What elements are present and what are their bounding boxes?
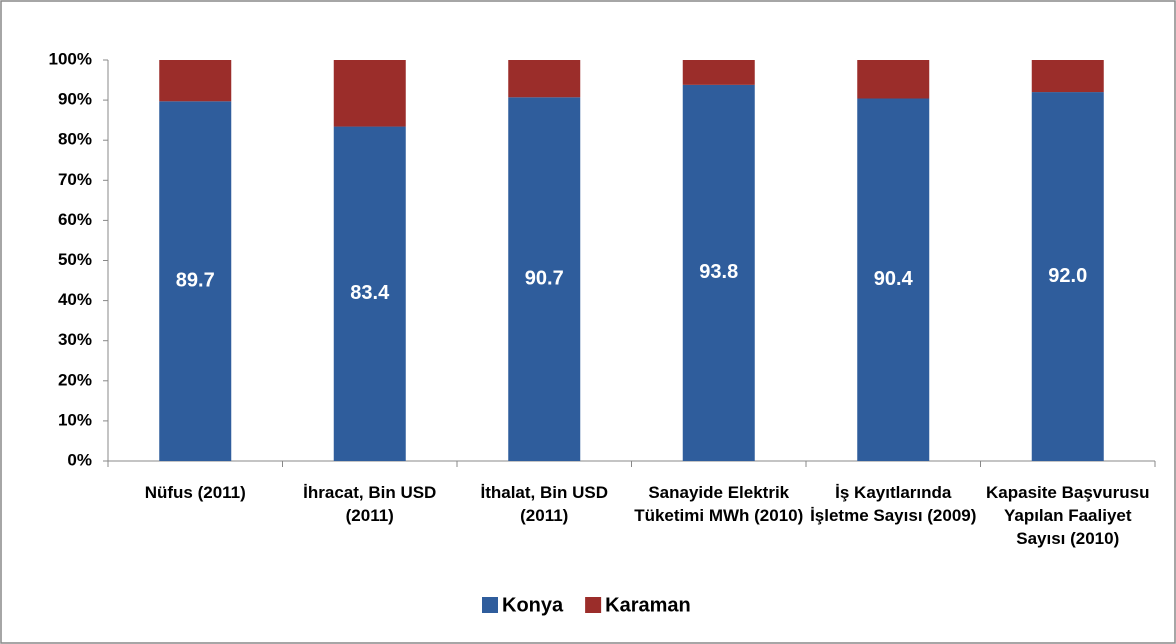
bar-segment [508, 60, 581, 98]
x-tick-label: İhracat, Bin USD (2011) [303, 483, 437, 525]
bar-segment [159, 101, 232, 461]
y-tick-label: 10% [58, 410, 92, 429]
x-tick-label: Nüfus (2011) [144, 483, 246, 502]
data-label: 93.8 [699, 261, 738, 283]
y-tick-label: 50% [58, 250, 92, 269]
y-tick-label: 60% [58, 210, 92, 229]
bar-segment [333, 60, 406, 127]
legend-swatch [585, 597, 602, 613]
bar-segment [682, 60, 755, 85]
y-tick-label: 30% [58, 330, 92, 349]
data-label: 89.7 [176, 269, 215, 291]
y-tick-label: 80% [58, 130, 92, 149]
x-tick-label: İthalat, Bin USD (2011) [480, 483, 608, 525]
x-tick-label: Kapasite Başvurusu Yapılan Faaliyet Sayı… [986, 483, 1150, 548]
bar-segment [682, 84, 755, 461]
x-tick-label: İş Kayıtlarında İşletme Sayısı (2009) [810, 483, 977, 525]
data-label: 92.0 [1048, 265, 1087, 287]
y-tick-label: 90% [58, 90, 92, 109]
x-tick-label: Sanayide Elektrik Tüketimi MWh (2010) [634, 483, 804, 525]
data-label: 83.4 [350, 282, 390, 304]
bar-segment [1031, 60, 1104, 93]
legend-label: Karaman [605, 594, 691, 616]
y-tick-label: 0% [67, 450, 92, 469]
bar-segment [333, 126, 406, 461]
bar-segment [1031, 92, 1104, 461]
bar-segment [159, 60, 232, 102]
bar-segment [508, 97, 581, 461]
y-tick-label: 20% [58, 370, 92, 389]
legend-swatch [482, 597, 498, 613]
legend-label: Konya [502, 594, 564, 616]
bar-segment [857, 98, 930, 461]
y-tick-label: 70% [58, 170, 92, 189]
data-label: 90.7 [525, 267, 564, 289]
bar-segment [857, 60, 930, 99]
y-tick-label: 100% [49, 49, 92, 68]
data-label: 90.4 [874, 268, 914, 290]
y-tick-label: 40% [58, 290, 92, 309]
